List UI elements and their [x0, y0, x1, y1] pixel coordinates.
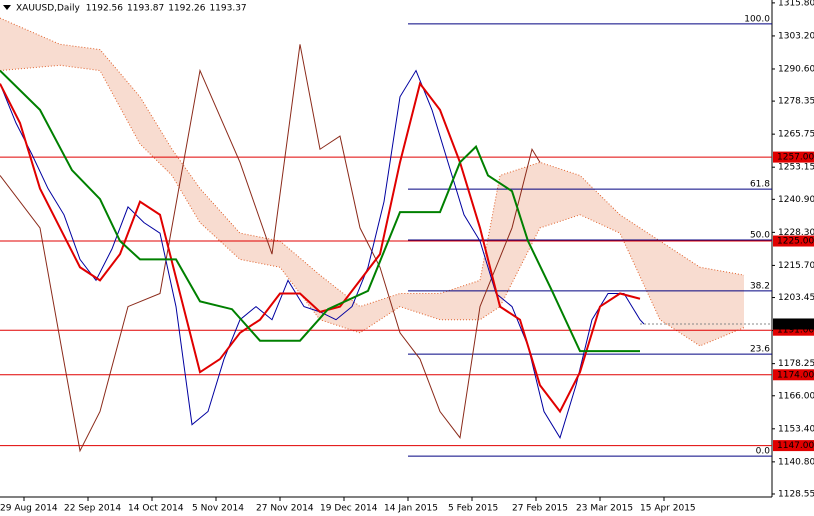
- x-tick-label: 23 Mar 2015: [576, 504, 633, 514]
- series-line: [0, 44, 541, 453]
- level-tag-label: 1174.00: [777, 370, 814, 380]
- level-tag: [773, 324, 814, 336]
- fibo-label: 61.8: [750, 180, 770, 190]
- x-tick-label: 15 Apr 2015: [640, 504, 696, 514]
- y-tick-label: 1265.75: [778, 130, 814, 140]
- fibo-label: 38.2: [750, 281, 770, 291]
- y-tick-label: 1128.55: [778, 489, 814, 499]
- x-tick-label: 27 Feb 2015: [512, 504, 568, 514]
- x-tick-label: 5 Feb 2015: [448, 504, 498, 514]
- overlay: XAUUSD,Daily 1192.56 1193.87 1192.26 119…: [3, 4, 247, 14]
- y-tick-label: 1278.35: [778, 97, 814, 107]
- x-tick-label: 5 Nov 2014: [192, 504, 244, 514]
- fibo-label: 100.0: [744, 14, 770, 24]
- level-tag: [773, 235, 814, 247]
- x-tick-label: 22 Sep 2014: [64, 504, 121, 514]
- x-tick-label: 14 Oct 2014: [128, 504, 184, 514]
- last-price-label: 1193.37: [777, 319, 814, 329]
- y-tick-label: 1215.70: [778, 261, 814, 271]
- y-tick-label: 1203.45: [778, 293, 814, 303]
- ohlc-open: 1192.56: [86, 4, 123, 14]
- level-tag-label: 1225.00: [777, 237, 814, 247]
- chart-title: XAUUSD,Daily: [16, 4, 80, 14]
- level-tag-label: 1257.00: [777, 153, 814, 163]
- level-tag: [773, 369, 814, 381]
- ohlc-low: 1192.26: [168, 4, 205, 14]
- series-line: [0, 81, 641, 414]
- x-tick-label: 19 Dec 2014: [320, 504, 378, 514]
- symbol-menu-arrow: [3, 5, 11, 10]
- y-tick-label: 1153.40: [778, 424, 814, 434]
- fibo-label: 50.0: [750, 230, 770, 240]
- fibo-label: 23.6: [750, 345, 770, 355]
- cloud-edge: [0, 17, 745, 308]
- y-tick-label: 1228.30: [778, 228, 814, 238]
- level-tag-label: 1147.00: [777, 441, 814, 451]
- y-tick-label: 1166.00: [778, 391, 814, 401]
- y-tick-label: 1240.90: [778, 195, 814, 205]
- ohlc-high: 1193.87: [127, 4, 164, 14]
- y-tick-label: 1140.80: [778, 457, 814, 467]
- level-tag: [773, 151, 814, 163]
- series-line: [0, 69, 645, 439]
- level-tag: [773, 440, 814, 452]
- y-tick-label: 1178.25: [778, 359, 814, 369]
- y-tick-label: 1315.80: [778, 0, 814, 8]
- y-tick-label: 1253.15: [778, 163, 814, 173]
- series-line: [0, 69, 640, 353]
- y-tick-label: 1303.20: [778, 31, 814, 41]
- x-tick-label: 29 Aug 2014: [0, 504, 58, 514]
- x-tick-label: 27 Nov 2014: [256, 504, 314, 514]
- level-tag-label: 1191.00: [777, 326, 814, 336]
- last-price-tag: [773, 318, 814, 330]
- fibo-label: 0.0: [756, 447, 771, 457]
- x-tick-label: 14 Jan 2015: [384, 504, 438, 514]
- y-tick-label: 1290.60: [778, 64, 814, 74]
- cloud-fill: [0, 18, 744, 346]
- cloud-edge: [0, 64, 745, 347]
- ohlc-close: 1193.37: [209, 4, 246, 14]
